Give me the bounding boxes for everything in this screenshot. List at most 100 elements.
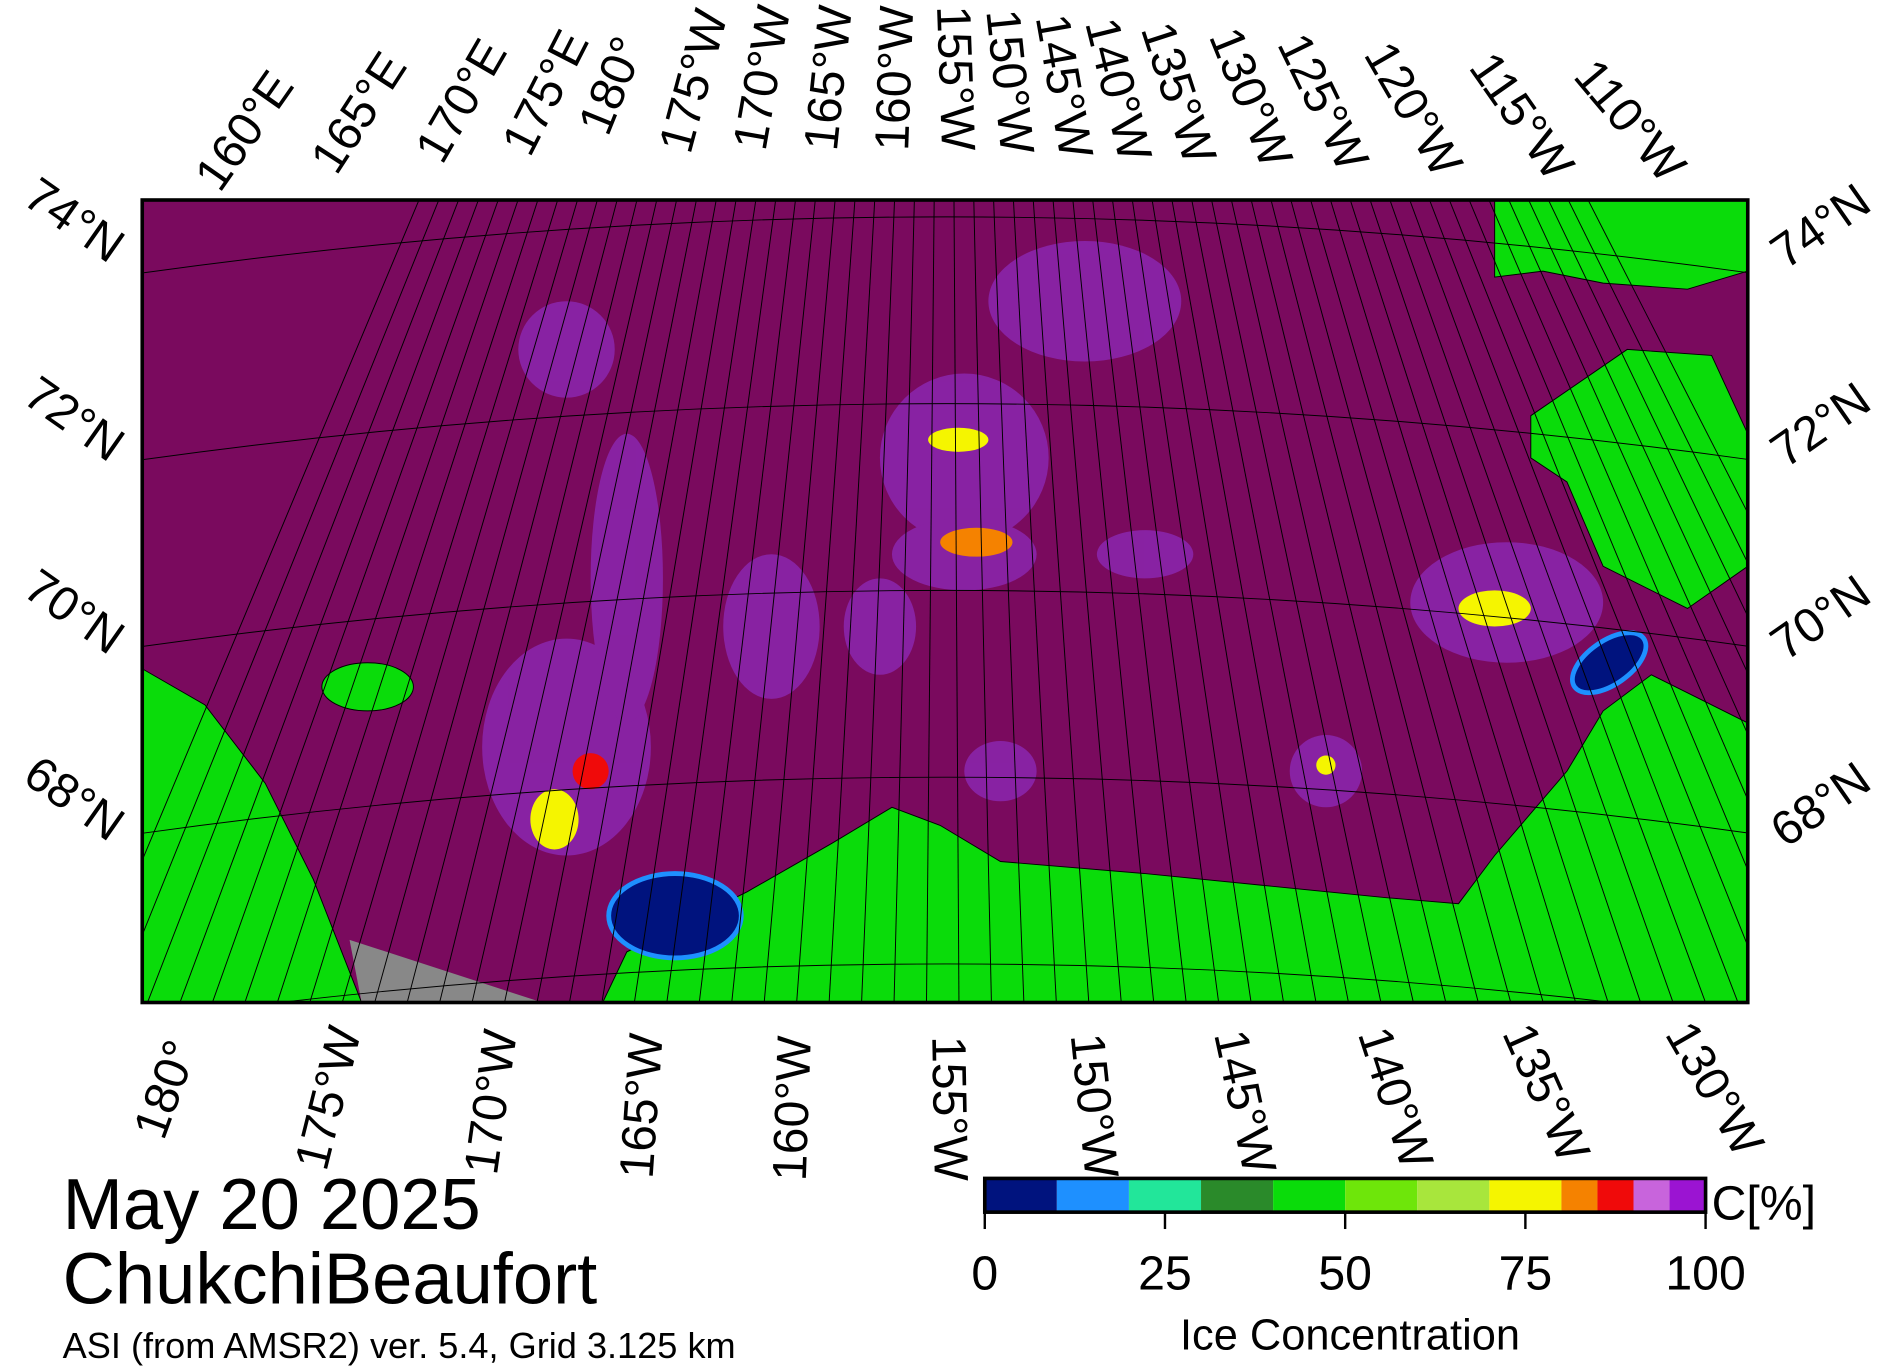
meridian	[1329, 200, 1577, 1003]
meridian	[1032, 200, 1090, 1003]
colorbar-segment	[1561, 1178, 1598, 1213]
lon-label: 145°W	[1203, 1025, 1286, 1179]
parallel	[142, 403, 1748, 461]
meridian	[568, 200, 717, 1003]
meridian	[244, 200, 519, 1003]
meridian	[1547, 200, 1748, 618]
parallel	[142, 776, 1748, 834]
lon-label: 130°W	[1655, 1012, 1775, 1165]
meridian	[1409, 200, 1707, 1003]
lon-label: 160°W	[763, 1034, 822, 1181]
ice-patches	[482, 240, 1604, 856]
meridian	[893, 200, 915, 1003]
meridian	[993, 200, 1025, 1003]
lon-label: 175°W	[285, 1021, 373, 1175]
lat-label: 74°N	[15, 167, 134, 273]
meridian	[633, 200, 757, 1003]
lon-label: 115°W	[1459, 43, 1585, 190]
meridian	[1528, 200, 1748, 675]
meridian	[1250, 200, 1447, 1003]
land	[142, 200, 1748, 1003]
colorbar-tick-label: 100	[1665, 1246, 1745, 1300]
no-data	[349, 939, 543, 1003]
meridian	[1587, 200, 1748, 514]
lon-label: 155°W	[926, 5, 985, 152]
meridian	[1072, 200, 1155, 1003]
meridian	[1112, 200, 1220, 1003]
meridian	[504, 200, 678, 1003]
meridian	[1131, 200, 1252, 1003]
lon-label: 135°W	[1492, 1015, 1601, 1170]
colorbar-tick-label: 75	[1499, 1246, 1553, 1300]
source: ASI (from AMSR2) ver. 5.4, Grid 3.125 km	[63, 1325, 736, 1366]
graticule	[142, 200, 1748, 1003]
lon-label: 155°W	[921, 1035, 978, 1182]
delta	[1570, 630, 1649, 696]
lon-label: 165°W	[610, 1031, 674, 1180]
meridian	[1448, 200, 1748, 948]
lon-label: 165°W	[794, 2, 863, 152]
meridian	[666, 200, 777, 1003]
meridian	[439, 200, 638, 1003]
lon-label: 180°	[123, 1033, 208, 1145]
meridian	[953, 200, 960, 1003]
colorbar-segment	[1417, 1178, 1490, 1213]
meridian	[1191, 200, 1349, 1003]
lon-label: 150°W	[1060, 1031, 1129, 1181]
lat-label: 68°N	[15, 746, 134, 852]
colorbar-segment	[1273, 1178, 1346, 1213]
meridian	[1171, 200, 1317, 1003]
colorbar-segment	[1056, 1178, 1129, 1213]
meridian	[1369, 200, 1642, 1003]
parallel	[142, 589, 1748, 648]
meridian	[142, 200, 440, 937]
meridian	[1211, 200, 1382, 1003]
lon-label: 140°W	[1347, 1021, 1443, 1176]
meridian	[536, 200, 697, 1003]
meridian	[1092, 200, 1187, 1003]
meridian	[471, 200, 658, 1003]
meridian	[973, 200, 992, 1003]
region: ChukchiBeaufort	[63, 1240, 598, 1320]
lat-label: 72°N	[1761, 372, 1880, 478]
meridian	[276, 200, 539, 1003]
meridian	[1052, 200, 1122, 1003]
colorbar-tick-label: 50	[1318, 1246, 1372, 1300]
meridian	[341, 200, 578, 1003]
map-frame	[140, 198, 1750, 1005]
meridian	[146, 200, 460, 1003]
colorbar-label: Ice Concentration	[1180, 1312, 1520, 1360]
map	[142, 200, 1748, 1003]
lat-label: 68°N	[1761, 752, 1880, 858]
meridian	[763, 200, 836, 1003]
lon-label: 110°W	[1564, 49, 1697, 193]
colorbar-segment	[1201, 1178, 1274, 1213]
colorbar-unit: C[%]	[1712, 1176, 1816, 1230]
colorbar-segment	[984, 1178, 1057, 1213]
meridian	[1290, 200, 1512, 1003]
meridian	[211, 200, 499, 1003]
parallel	[142, 216, 1748, 274]
meridian	[1429, 200, 1739, 1003]
meridian	[1151, 200, 1285, 1003]
colorbar-tick-label: 0	[971, 1246, 998, 1300]
lat-label: 74°N	[1761, 173, 1880, 279]
meridian	[828, 200, 876, 1003]
meridian	[731, 200, 816, 1003]
lat-label: 70°N	[1761, 565, 1880, 671]
meridian	[1567, 200, 1748, 565]
meridian	[1488, 200, 1748, 801]
colorbar-segment	[1489, 1178, 1562, 1213]
meridian	[1270, 200, 1479, 1003]
meridian	[406, 200, 618, 1003]
lon-label: 160°E	[184, 61, 304, 200]
colorbar-segment	[1345, 1178, 1418, 1213]
lon-label: 170°E	[405, 30, 518, 171]
colorbar-segment	[1597, 1178, 1634, 1213]
meridian	[698, 200, 796, 1003]
meridian	[796, 200, 856, 1003]
date: May 20 2025	[63, 1165, 481, 1245]
meridian	[1508, 200, 1748, 736]
meridian	[1389, 200, 1674, 1003]
